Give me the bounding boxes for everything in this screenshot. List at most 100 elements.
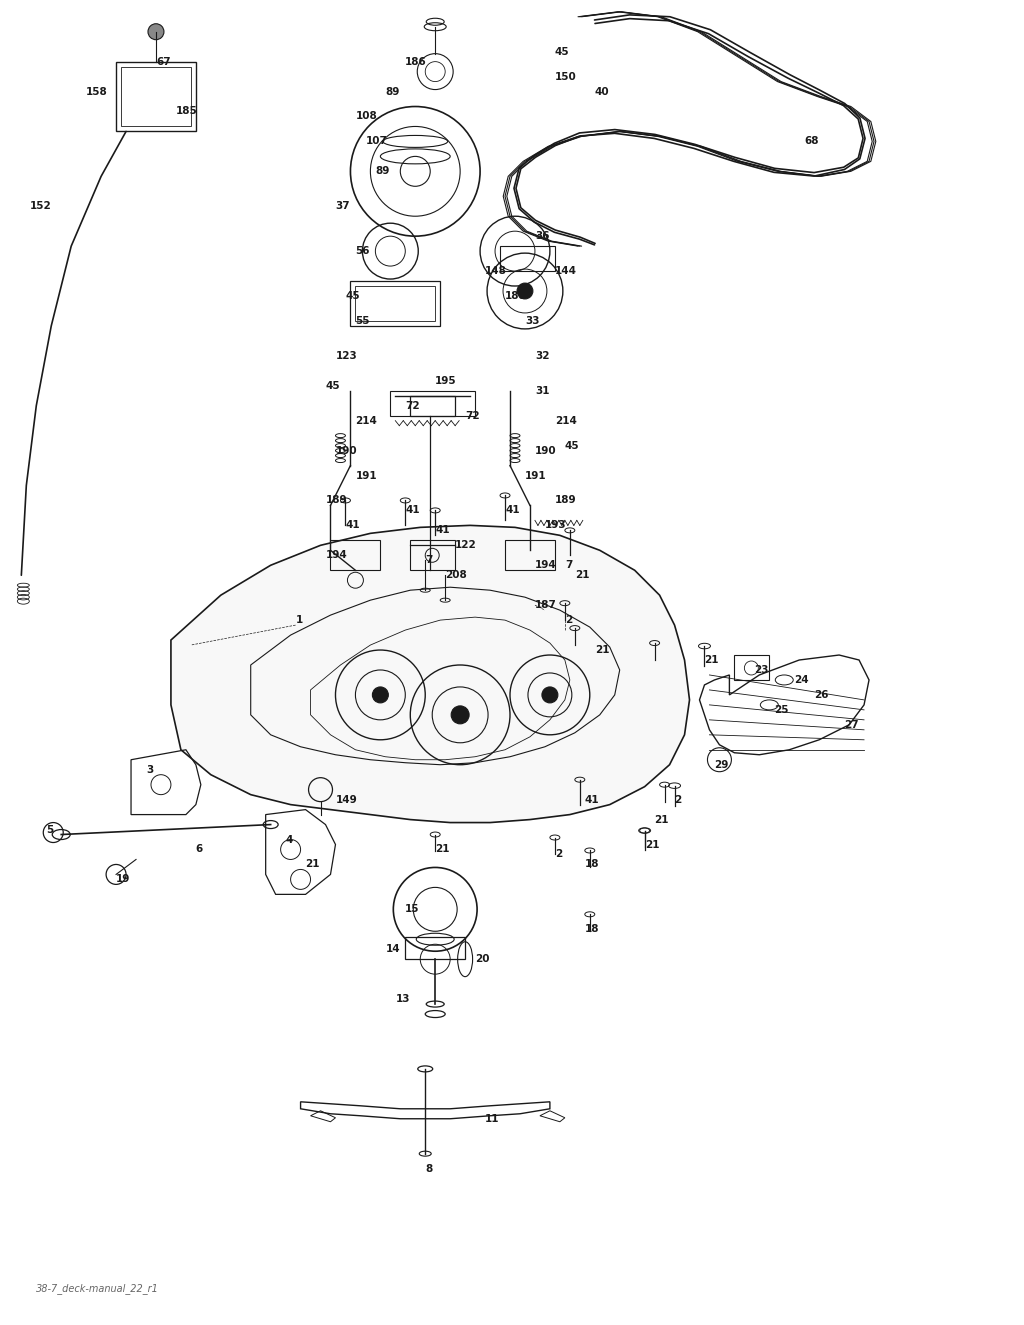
Text: 122: 122 bbox=[455, 541, 477, 550]
Text: 189: 189 bbox=[326, 496, 347, 505]
Text: 188: 188 bbox=[505, 292, 526, 301]
Text: 7: 7 bbox=[565, 560, 572, 570]
Text: 2: 2 bbox=[565, 615, 572, 625]
Text: 21: 21 bbox=[645, 840, 659, 849]
Text: 123: 123 bbox=[336, 351, 357, 360]
Text: 194: 194 bbox=[535, 560, 557, 570]
Text: 89: 89 bbox=[385, 86, 399, 97]
Text: 158: 158 bbox=[86, 86, 108, 97]
Bar bbox=[331, 541, 380, 570]
Bar bbox=[355, 286, 435, 321]
Text: 187: 187 bbox=[535, 600, 557, 610]
Text: 208: 208 bbox=[445, 570, 467, 580]
Text: 33: 33 bbox=[525, 315, 540, 326]
Bar bbox=[411, 541, 455, 570]
Text: 21: 21 bbox=[705, 655, 719, 665]
Polygon shape bbox=[171, 526, 689, 823]
Bar bbox=[121, 66, 190, 126]
Text: 29: 29 bbox=[715, 759, 729, 770]
Text: 191: 191 bbox=[525, 470, 547, 481]
Text: 20: 20 bbox=[475, 954, 489, 965]
Text: 18: 18 bbox=[585, 860, 599, 869]
Text: 15: 15 bbox=[406, 905, 420, 914]
Text: 185: 185 bbox=[176, 106, 198, 117]
Bar bbox=[390, 391, 475, 416]
Text: 2: 2 bbox=[555, 849, 562, 860]
Text: 191: 191 bbox=[355, 470, 377, 481]
Circle shape bbox=[542, 686, 558, 702]
Text: 194: 194 bbox=[326, 550, 347, 560]
Text: 150: 150 bbox=[555, 72, 577, 82]
Text: 40: 40 bbox=[595, 86, 609, 97]
Text: 149: 149 bbox=[336, 795, 357, 804]
Text: 214: 214 bbox=[555, 416, 577, 425]
Text: 11: 11 bbox=[485, 1114, 500, 1124]
Text: 89: 89 bbox=[376, 167, 390, 176]
Text: 8: 8 bbox=[425, 1163, 432, 1174]
Text: 190: 190 bbox=[336, 445, 357, 456]
Text: 6: 6 bbox=[196, 844, 203, 855]
Text: 195: 195 bbox=[435, 376, 457, 386]
Bar bbox=[116, 62, 196, 131]
Text: 190: 190 bbox=[535, 445, 557, 456]
Text: 68: 68 bbox=[804, 136, 819, 147]
Text: 56: 56 bbox=[355, 246, 370, 256]
Text: 67: 67 bbox=[156, 57, 171, 66]
Text: 55: 55 bbox=[355, 315, 370, 326]
Circle shape bbox=[148, 24, 164, 40]
Text: 21: 21 bbox=[595, 645, 609, 655]
Text: 2: 2 bbox=[675, 795, 682, 804]
Bar bbox=[505, 541, 555, 570]
Text: 13: 13 bbox=[395, 994, 410, 1004]
Bar bbox=[500, 246, 555, 272]
Text: 31: 31 bbox=[535, 386, 550, 396]
Text: 72: 72 bbox=[465, 411, 480, 420]
Circle shape bbox=[373, 686, 388, 702]
Text: 45: 45 bbox=[555, 46, 569, 57]
Text: 38-7_deck-manual_22_r1: 38-7_deck-manual_22_r1 bbox=[36, 1283, 159, 1293]
Text: 45: 45 bbox=[345, 292, 360, 301]
Text: 5: 5 bbox=[46, 824, 53, 835]
Text: 41: 41 bbox=[505, 505, 519, 515]
Text: 14: 14 bbox=[385, 945, 400, 954]
Text: 45: 45 bbox=[326, 380, 340, 391]
Text: 23: 23 bbox=[755, 665, 769, 674]
Text: 41: 41 bbox=[345, 521, 360, 530]
Text: 24: 24 bbox=[795, 674, 809, 685]
Text: 4: 4 bbox=[286, 835, 293, 844]
Text: 148: 148 bbox=[485, 266, 507, 276]
Text: 19: 19 bbox=[116, 874, 130, 884]
Circle shape bbox=[517, 284, 532, 299]
Text: 108: 108 bbox=[355, 111, 377, 122]
Text: 1: 1 bbox=[296, 615, 303, 625]
Text: 21: 21 bbox=[574, 570, 590, 580]
Text: 26: 26 bbox=[814, 690, 828, 700]
Text: 21: 21 bbox=[654, 815, 669, 824]
Text: 27: 27 bbox=[844, 719, 859, 730]
Bar bbox=[411, 396, 455, 416]
Text: 189: 189 bbox=[555, 496, 577, 505]
Text: 3: 3 bbox=[146, 765, 154, 775]
Text: 36: 36 bbox=[535, 231, 550, 241]
Text: 25: 25 bbox=[774, 705, 788, 716]
Text: 214: 214 bbox=[355, 416, 377, 425]
Circle shape bbox=[452, 706, 469, 723]
Text: 144: 144 bbox=[555, 266, 577, 276]
Text: 72: 72 bbox=[406, 400, 420, 411]
Text: 41: 41 bbox=[406, 505, 420, 515]
Text: 193: 193 bbox=[545, 521, 566, 530]
Bar bbox=[734, 655, 769, 680]
Text: 37: 37 bbox=[336, 201, 350, 211]
Bar bbox=[350, 281, 440, 326]
Text: 41: 41 bbox=[435, 525, 450, 535]
Text: 32: 32 bbox=[535, 351, 550, 360]
Text: 41: 41 bbox=[585, 795, 599, 804]
Bar bbox=[406, 937, 465, 959]
Text: 186: 186 bbox=[406, 57, 427, 66]
Text: 107: 107 bbox=[366, 136, 387, 147]
Text: 21: 21 bbox=[305, 860, 321, 869]
Text: 152: 152 bbox=[30, 201, 51, 211]
Text: 45: 45 bbox=[565, 441, 580, 451]
Text: 21: 21 bbox=[435, 844, 450, 855]
Text: 18: 18 bbox=[585, 925, 599, 934]
